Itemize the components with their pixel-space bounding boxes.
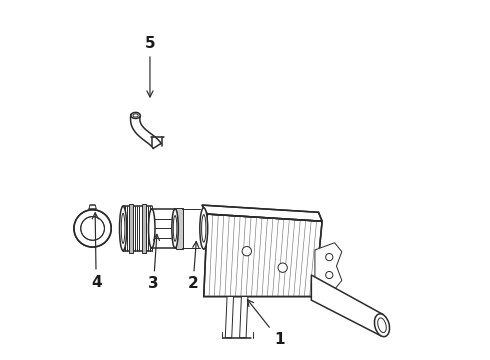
- Polygon shape: [142, 204, 146, 253]
- Text: 2: 2: [188, 242, 199, 292]
- Ellipse shape: [148, 209, 155, 248]
- Circle shape: [74, 210, 111, 247]
- Polygon shape: [176, 208, 183, 249]
- Ellipse shape: [201, 215, 206, 242]
- Text: 4: 4: [91, 213, 101, 290]
- Polygon shape: [311, 275, 383, 336]
- Ellipse shape: [200, 208, 208, 249]
- Polygon shape: [202, 205, 322, 221]
- Polygon shape: [225, 297, 234, 338]
- Ellipse shape: [131, 112, 140, 118]
- Circle shape: [326, 271, 333, 279]
- Text: 5: 5: [145, 36, 155, 97]
- Ellipse shape: [120, 206, 126, 251]
- Polygon shape: [204, 214, 322, 297]
- Ellipse shape: [374, 314, 390, 337]
- Polygon shape: [240, 297, 248, 338]
- Ellipse shape: [172, 209, 178, 248]
- Ellipse shape: [173, 216, 177, 241]
- Polygon shape: [152, 209, 175, 248]
- Circle shape: [278, 263, 287, 273]
- Text: 3: 3: [148, 234, 160, 292]
- Polygon shape: [315, 243, 342, 289]
- Ellipse shape: [122, 213, 125, 243]
- Circle shape: [81, 217, 104, 240]
- Ellipse shape: [378, 318, 386, 333]
- Circle shape: [326, 253, 333, 261]
- Circle shape: [242, 247, 251, 256]
- Ellipse shape: [133, 114, 138, 117]
- Polygon shape: [129, 204, 133, 253]
- Text: 1: 1: [247, 300, 284, 347]
